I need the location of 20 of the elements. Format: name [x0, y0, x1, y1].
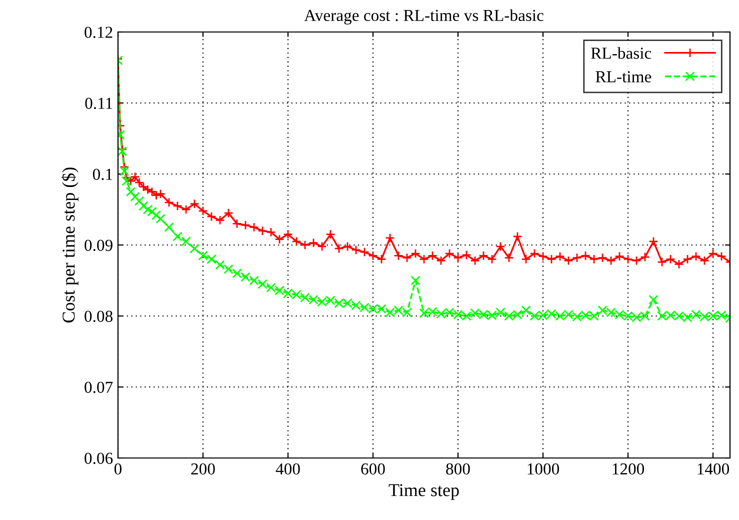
chart-title: Average cost : RL-time vs RL-basic	[304, 9, 544, 24]
x-tick-label: 600	[361, 463, 385, 475]
y-tick-label: 0.12	[84, 26, 112, 38]
x-tick-label: 400	[276, 463, 300, 475]
legend-label: RL-time	[596, 71, 652, 82]
legend-label: RL-basic	[591, 47, 652, 59]
x-tick-label: 0	[114, 463, 122, 475]
x-tick-label: 1400	[698, 463, 730, 475]
y-tick-label: 0.06	[84, 452, 113, 464]
y-tick-label: 0.09	[84, 240, 112, 252]
y-tick-label: 0.08	[84, 310, 113, 322]
x-axis-title: Time step	[388, 484, 459, 500]
y-axis-title: Cost per time step ($)	[62, 168, 78, 322]
x-tick-label: 1200	[612, 463, 644, 475]
x-tick-label: 200	[191, 463, 215, 475]
y-tick-label: 0.1	[92, 168, 112, 180]
x-tick-label: 1000	[528, 463, 560, 475]
x-tick-label: 800	[446, 463, 470, 475]
y-tick-label: 0.07	[84, 382, 113, 394]
y-tick-label: 0.11	[85, 98, 112, 110]
